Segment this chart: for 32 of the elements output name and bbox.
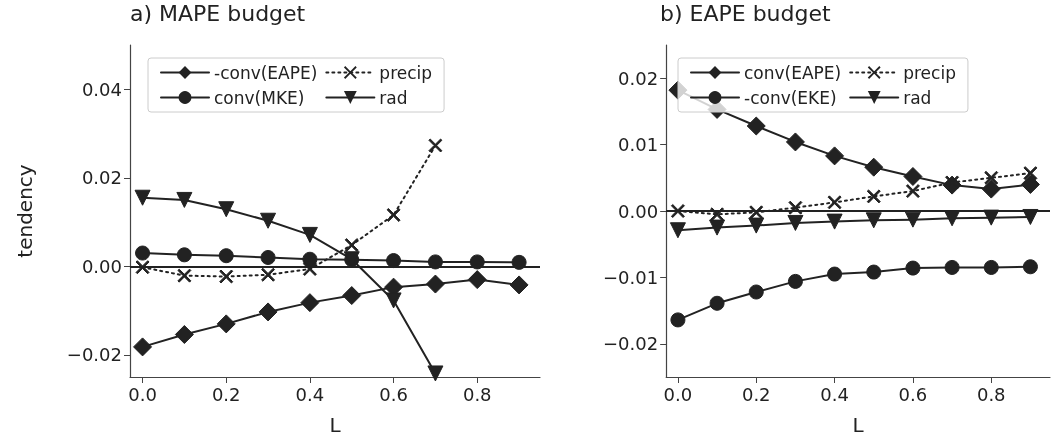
x-tick-label: 0.2 [211, 383, 241, 405]
y-tick-label: 0.00 [618, 200, 659, 222]
y-tick-label: −0.02 [602, 333, 659, 355]
x-axis-title: L [852, 413, 865, 437]
x-tick-label: 0.4 [295, 383, 325, 405]
legend-label: rad [379, 87, 408, 108]
x-tick-label: 0.6 [379, 383, 408, 405]
legend-label: precip [379, 62, 433, 83]
x-tick-label: 0.2 [741, 383, 771, 405]
x-axis-title: L [329, 413, 342, 437]
x-tick-label: 0.0 [128, 383, 157, 405]
x-tick-label: 0.6 [898, 383, 928, 405]
legend-label: -conv(EKE) [744, 87, 837, 108]
chart-title: b) EAPE budget [660, 0, 832, 26]
y-tick-label: 0.02 [618, 67, 659, 89]
legend-label: precip [903, 62, 956, 83]
y-tick-label: 0.02 [81, 167, 122, 189]
y-tick-label: −0.01 [602, 266, 659, 288]
x-tick-label: 0.0 [663, 383, 693, 405]
y-tick-label: 0.01 [618, 134, 659, 156]
chart-title: a) MAPE budget [130, 0, 306, 26]
legend-label: -conv(EAPE) [214, 62, 318, 83]
y-axis-title: tendency [13, 164, 37, 258]
y-tick-label: 0.00 [81, 255, 122, 277]
y-tick-label: −0.02 [66, 344, 122, 366]
x-tick-label: 0.8 [462, 383, 492, 405]
legend-label: conv(EAPE) [744, 62, 842, 83]
y-tick-label: 0.04 [81, 78, 122, 100]
legend-label: rad [903, 87, 932, 108]
legend-label: conv(MKE) [214, 87, 305, 108]
x-tick-label: 0.4 [820, 383, 849, 405]
x-tick-label: 0.8 [976, 383, 1006, 405]
